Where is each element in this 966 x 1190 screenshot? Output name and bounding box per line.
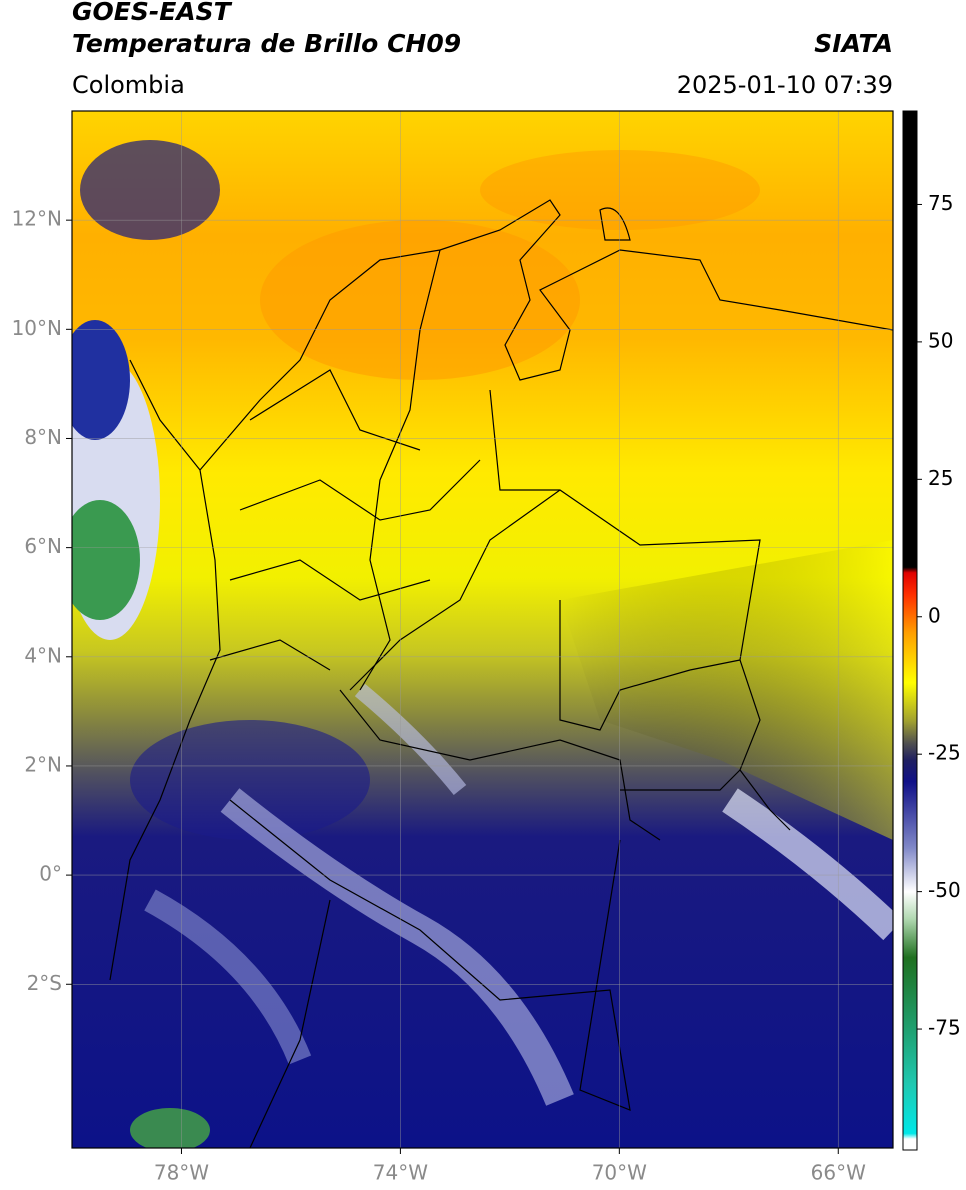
datetime: 2025-01-10 07:39 — [677, 71, 893, 99]
y-tick-label: 2°N — [24, 752, 62, 776]
source: SIATA — [814, 29, 893, 58]
colorbar-tick-label: 25 — [928, 466, 953, 490]
x-tick-label: 66°W — [811, 1161, 866, 1185]
subtitle: Temperatura de Brillo CH09 — [72, 29, 461, 58]
map-frame — [71, 110, 894, 1149]
y-tick-label: 8°N — [24, 425, 62, 449]
y-tick-label: 0° — [39, 862, 62, 886]
y-tick-label: 10°N — [12, 316, 62, 340]
colorbar-tick-label: 0 — [928, 603, 941, 627]
region: Colombia — [72, 71, 185, 99]
colorbar-tick-label: 75 — [928, 191, 953, 215]
colorbar-tick-label: -50 — [928, 878, 961, 902]
title: GOES-EAST — [72, 0, 233, 26]
colorbar — [902, 110, 918, 1151]
colorbar-tick-label: 50 — [928, 328, 953, 352]
colorbar-tick-label: -25 — [928, 741, 961, 765]
x-tick-label: 78°W — [154, 1161, 209, 1185]
colorbar-tick-label: -75 — [928, 1016, 961, 1040]
y-tick-label: 12°N — [12, 207, 62, 231]
y-tick-label: 4°N — [24, 643, 62, 667]
satellite-image — [72, 111, 893, 1148]
y-tick-label: 6°N — [24, 534, 62, 558]
y-tick-label: 2°S — [27, 971, 62, 995]
x-tick-label: 70°W — [592, 1161, 647, 1185]
x-tick-label: 74°W — [373, 1161, 428, 1185]
